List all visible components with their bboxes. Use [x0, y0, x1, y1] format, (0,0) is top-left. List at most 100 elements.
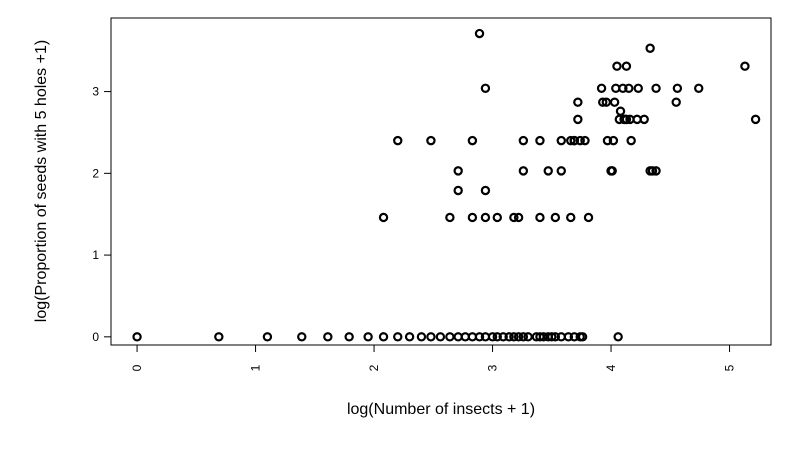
data-point — [487, 332, 498, 342]
data-point — [619, 114, 629, 125]
data-point — [518, 332, 529, 342]
data-point — [580, 135, 590, 146]
x-tick-label: 2 — [367, 364, 381, 371]
data-point — [509, 212, 519, 223]
data-point — [672, 83, 683, 94]
y-axis-title: log(Proportion of seeds with 5 holes +1) — [33, 40, 50, 322]
x-axis: 0 1 2 3 4 5 — [130, 345, 737, 371]
data-point — [577, 332, 588, 342]
data-point — [556, 166, 566, 176]
data-point — [214, 332, 224, 342]
data-point — [633, 83, 643, 94]
x-tick-label: 0 — [130, 364, 144, 371]
data-point — [480, 185, 491, 196]
data-point — [609, 97, 620, 107]
data-point — [535, 135, 545, 146]
data-point — [602, 135, 613, 146]
y-tick-label: 1 — [92, 248, 99, 262]
x-tick-label: 5 — [723, 364, 737, 371]
data-point — [262, 332, 273, 342]
data-point — [550, 332, 561, 342]
data-point — [404, 332, 415, 342]
data-point — [416, 332, 427, 342]
data-point — [608, 135, 619, 146]
y-tick-label: 3 — [92, 85, 99, 99]
data-point — [569, 135, 580, 146]
data-point — [543, 166, 553, 176]
data-point — [556, 135, 566, 146]
data-point — [583, 212, 594, 223]
data-point — [612, 61, 622, 71]
data-point — [613, 332, 623, 342]
data-point — [547, 332, 557, 342]
data-point — [426, 332, 436, 342]
y-tick-label: 0 — [92, 330, 99, 344]
data-point — [645, 43, 655, 53]
data-point — [618, 83, 628, 94]
data-points — [132, 28, 761, 342]
data-point — [480, 83, 491, 94]
x-axis-title: log(Number of insects + 1) — [347, 401, 535, 418]
data-point — [453, 185, 463, 196]
data-point — [363, 332, 373, 342]
data-point — [740, 61, 750, 71]
data-point — [492, 212, 502, 223]
data-point — [504, 332, 514, 342]
data-point — [598, 97, 608, 107]
data-point — [615, 106, 626, 116]
data-point — [445, 212, 455, 223]
data-point — [632, 114, 642, 125]
data-point — [480, 212, 491, 223]
data-point — [474, 28, 485, 39]
data-point — [467, 212, 478, 223]
data-point — [651, 166, 661, 176]
data-point — [492, 332, 502, 342]
x-tick-label: 4 — [604, 364, 618, 371]
data-point — [509, 332, 519, 342]
data-point — [566, 135, 576, 146]
data-point — [626, 135, 636, 146]
data-point — [651, 83, 661, 94]
data-point — [297, 332, 307, 342]
data-point — [344, 332, 354, 342]
x-tick-label: 3 — [486, 364, 500, 371]
data-point — [435, 332, 446, 342]
data-point — [132, 332, 142, 342]
data-point — [445, 332, 455, 342]
data-point — [467, 135, 478, 146]
y-axis: 0 1 2 3 — [92, 85, 111, 344]
data-point — [596, 83, 607, 94]
data-point — [518, 135, 529, 146]
plot-frame — [110, 17, 772, 346]
data-point — [393, 135, 403, 146]
data-point — [513, 212, 524, 223]
data-point — [535, 212, 545, 223]
data-point — [573, 114, 583, 125]
data-point — [607, 166, 617, 176]
data-point — [518, 166, 529, 176]
data-point — [523, 332, 533, 342]
data-point — [378, 332, 389, 342]
data-point — [624, 83, 634, 94]
data-point — [550, 212, 561, 223]
data-point — [426, 135, 436, 146]
y-tick-label: 2 — [92, 166, 99, 180]
data-point — [474, 332, 485, 342]
data-point — [453, 166, 463, 176]
data-point — [573, 97, 583, 107]
data-point — [323, 332, 333, 342]
x-tick-label: 1 — [249, 364, 263, 371]
data-point — [378, 212, 389, 223]
data-point — [750, 114, 761, 125]
data-point — [694, 83, 704, 94]
data-point — [498, 332, 508, 342]
data-point — [393, 332, 403, 342]
data-point — [575, 135, 585, 146]
data-point — [563, 332, 574, 342]
data-point — [513, 332, 524, 342]
data-point — [566, 212, 576, 223]
data-point — [621, 61, 632, 71]
data-point — [671, 97, 681, 107]
